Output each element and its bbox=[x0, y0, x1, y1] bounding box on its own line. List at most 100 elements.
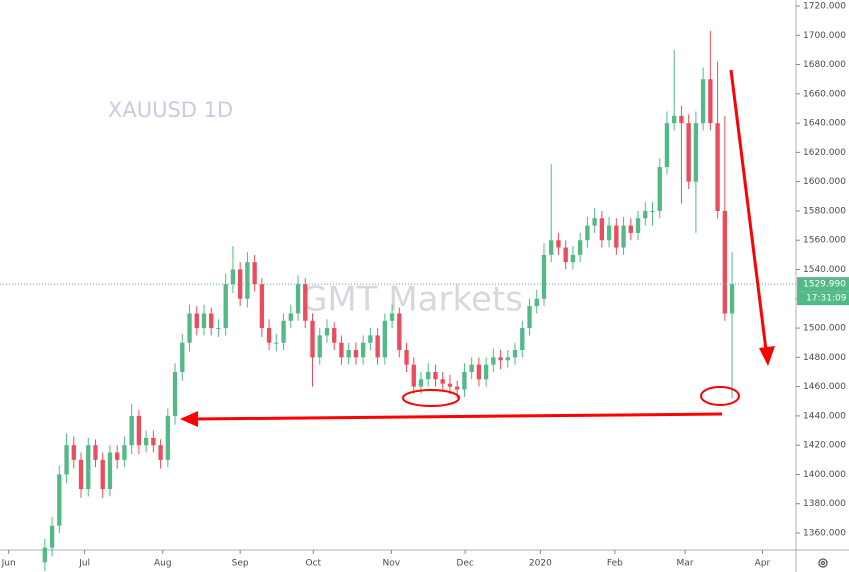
candle-body bbox=[614, 225, 619, 248]
plot bbox=[42, 30, 735, 572]
candle-body bbox=[722, 210, 728, 314]
watermark: GMT Markets bbox=[301, 280, 523, 320]
price-tick-label: 1440.000 bbox=[803, 411, 846, 421]
time-tick-label: Sep bbox=[232, 559, 249, 569]
price-tick-label: 1380.000 bbox=[803, 499, 846, 509]
candle-body bbox=[483, 364, 489, 380]
candle-body bbox=[216, 328, 221, 330]
candle-body bbox=[259, 284, 265, 329]
candle-body bbox=[549, 240, 554, 255]
candle-body bbox=[440, 379, 445, 384]
candle-body bbox=[375, 335, 380, 358]
candle-body bbox=[491, 357, 496, 365]
candle-body bbox=[433, 371, 438, 380]
price-tick-label: 1640.000 bbox=[803, 119, 846, 129]
candle-body bbox=[281, 320, 286, 343]
symbol-title: XAUUSD 1D bbox=[108, 98, 233, 122]
candle-body bbox=[295, 284, 301, 314]
time-tick-label: 2020 bbox=[529, 559, 552, 569]
candle-body bbox=[686, 123, 691, 182]
candle-body bbox=[100, 459, 105, 490]
candle-body bbox=[317, 335, 322, 358]
candle-body bbox=[672, 115, 677, 124]
candle-body bbox=[505, 357, 510, 361]
candle-body bbox=[570, 254, 576, 263]
candle-body bbox=[303, 284, 308, 321]
settings-icon[interactable] bbox=[818, 558, 828, 568]
candle-body bbox=[657, 167, 662, 211]
price-badge bbox=[797, 277, 849, 292]
price-tick-label: 1720.000 bbox=[803, 2, 846, 12]
candle-body bbox=[151, 437, 156, 446]
price-tick-label: 1580.000 bbox=[803, 206, 846, 216]
price-tick-label: 1480.000 bbox=[803, 353, 846, 363]
candle-body bbox=[621, 225, 626, 248]
candle-body bbox=[476, 364, 482, 380]
price-tick-label: 1700.000 bbox=[803, 31, 846, 41]
candle-body bbox=[664, 123, 670, 168]
candle-body bbox=[418, 379, 424, 387]
candle-body bbox=[201, 313, 207, 329]
candle-body bbox=[599, 218, 605, 241]
candle-body bbox=[729, 284, 735, 314]
candle-body bbox=[194, 313, 199, 329]
candle-body bbox=[389, 313, 395, 321]
candle-body bbox=[577, 240, 583, 255]
candle-body bbox=[527, 306, 532, 329]
price-tick-label: 1460.000 bbox=[803, 382, 846, 392]
arrow-line bbox=[194, 412, 723, 421]
candle-body bbox=[187, 313, 192, 343]
candle-body bbox=[78, 459, 84, 490]
candle-body bbox=[628, 225, 633, 233]
candle-body bbox=[462, 371, 467, 390]
candle-body bbox=[57, 474, 62, 526]
price-tick-label: 1660.000 bbox=[803, 89, 846, 99]
candle-body bbox=[353, 350, 359, 358]
candle-body bbox=[556, 240, 561, 248]
time-tick-label: Dec bbox=[456, 559, 473, 569]
price-tick-label: 1600.000 bbox=[803, 177, 846, 187]
candle-body bbox=[49, 525, 55, 548]
candle-body bbox=[708, 79, 713, 124]
candle-body bbox=[346, 350, 351, 358]
candle-body bbox=[643, 210, 648, 219]
candle-body bbox=[534, 298, 539, 307]
candle-body bbox=[165, 415, 170, 460]
candle-body bbox=[520, 328, 525, 351]
circle-annotation bbox=[700, 386, 740, 406]
arrow-head bbox=[759, 346, 775, 366]
candle-body bbox=[245, 262, 250, 299]
time-tick-label: Jun bbox=[1, 559, 16, 569]
candle-body bbox=[606, 225, 612, 241]
candle-body bbox=[715, 123, 720, 211]
price-tick-label: 1560.000 bbox=[803, 236, 846, 246]
candle-body bbox=[93, 445, 98, 460]
candle-body bbox=[469, 364, 474, 372]
price-tick-label: 1400.000 bbox=[803, 470, 846, 480]
time-tick-label: Apr bbox=[755, 559, 771, 569]
time-tick-label: Nov bbox=[383, 559, 401, 569]
candle-body bbox=[209, 313, 214, 329]
time-tick-label: Mar bbox=[677, 559, 694, 569]
countdown-label: 17:31:09 bbox=[806, 294, 847, 304]
circle-annotation bbox=[402, 389, 460, 407]
candle-body bbox=[266, 328, 272, 343]
candle-body bbox=[158, 445, 163, 460]
candle-body bbox=[693, 123, 699, 182]
time-tick-label: Aug bbox=[154, 559, 172, 569]
price-tick-label: 1500.000 bbox=[803, 324, 846, 334]
arrow-line bbox=[729, 69, 768, 351]
candle-body bbox=[563, 247, 568, 263]
countdown-badge bbox=[797, 291, 849, 306]
candle-body bbox=[339, 342, 344, 358]
time-tick-label: Jul bbox=[78, 559, 90, 569]
candle-body bbox=[700, 79, 706, 124]
candle-body bbox=[585, 225, 590, 241]
candle-body bbox=[64, 445, 69, 475]
candle-body bbox=[288, 313, 293, 321]
candle-body bbox=[143, 437, 149, 446]
annotations bbox=[180, 69, 775, 427]
